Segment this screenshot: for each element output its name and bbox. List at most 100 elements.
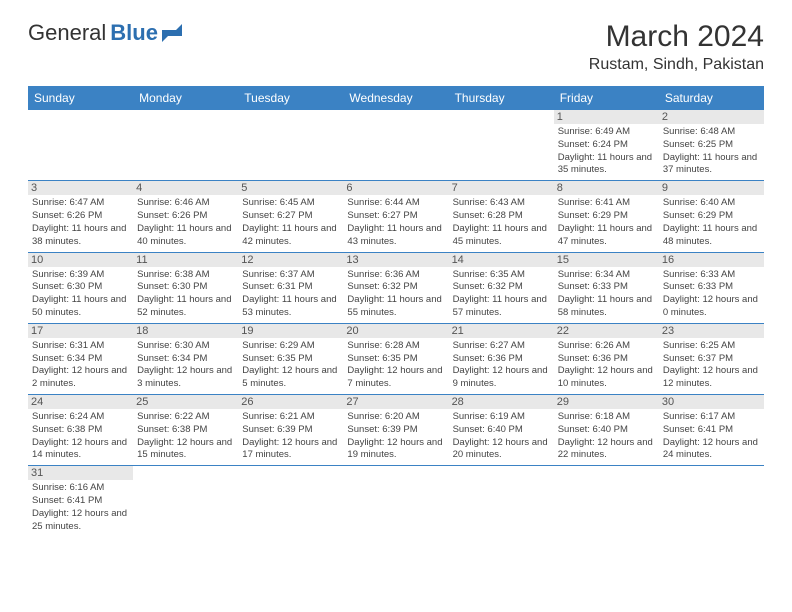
day-number: 28 <box>449 395 554 409</box>
daylight-line: Daylight: 12 hours and 12 minutes. <box>663 365 760 391</box>
sunrise-line: Sunrise: 6:19 AM <box>453 411 550 424</box>
calendar-cell: 29Sunrise: 6:18 AMSunset: 6:40 PMDayligh… <box>554 395 659 466</box>
sunset-line: Sunset: 6:34 PM <box>32 353 129 366</box>
calendar-body: 1Sunrise: 6:49 AMSunset: 6:24 PMDaylight… <box>28 110 764 537</box>
calendar-cell: 21 Sunrise: 6:27 AMSunset: 6:36 PMDayligh… <box>449 323 554 394</box>
day-number: 18 <box>133 324 238 338</box>
calendar-cell: 8Sunrise: 6:41 AMSunset: 6:29 PMDaylight… <box>554 181 659 252</box>
calendar-cell: 14 Sunrise: 6:35 AMSunset: 6:32 PMDayligh… <box>449 252 554 323</box>
day-number: 23 <box>659 324 764 338</box>
calendar-cell: 30Sunrise: 6:17 AMSunset: 6:41 PMDayligh… <box>659 395 764 466</box>
day-number: 21 <box>449 324 554 338</box>
daylight-line: Daylight: 11 hours and 57 minutes. <box>453 294 550 320</box>
daylight-line: Daylight: 12 hours and 20 minutes. <box>453 437 550 463</box>
sunset-line: Sunset: 6:33 PM <box>663 281 760 294</box>
day-number: 3 <box>28 181 133 195</box>
calendar-cell: 18Sunrise: 6:30 AMSunset: 6:34 PMDayligh… <box>133 323 238 394</box>
sunset-line: Sunset: 6:28 PM <box>453 210 550 223</box>
calendar-cell <box>449 110 554 181</box>
header: GeneralBlue March 2024 Rustam, Sindh, Pa… <box>28 20 764 74</box>
sunset-line: Sunset: 6:36 PM <box>453 353 550 366</box>
day-number: 14 <box>449 253 554 267</box>
sunset-line: Sunset: 6:27 PM <box>347 210 444 223</box>
weekday-header: Monday <box>133 86 238 110</box>
daylight-line: Daylight: 11 hours and 53 minutes. <box>242 294 339 320</box>
sunrise-line: Sunrise: 6:36 AM <box>347 269 444 282</box>
sunset-line: Sunset: 6:41 PM <box>32 495 129 508</box>
daylight-line: Daylight: 12 hours and 10 minutes. <box>558 365 655 391</box>
day-number: 22 <box>554 324 659 338</box>
sunrise-line: Sunrise: 6:43 AM <box>453 197 550 210</box>
logo-flag-icon <box>162 24 188 42</box>
weekday-header: Thursday <box>449 86 554 110</box>
sunrise-line: Sunrise: 6:44 AM <box>347 197 444 210</box>
calendar-row: 10Sunrise: 6:39 AMSunset: 6:30 PMDayligh… <box>28 252 764 323</box>
calendar-cell: 17Sunrise: 6:31 AMSunset: 6:34 PMDayligh… <box>28 323 133 394</box>
calendar-cell <box>133 466 238 537</box>
calendar-cell <box>554 466 659 537</box>
sunset-line: Sunset: 6:33 PM <box>558 281 655 294</box>
calendar-cell: 15Sunrise: 6:34 AMSunset: 6:33 PMDayligh… <box>554 252 659 323</box>
sunset-line: Sunset: 6:38 PM <box>137 424 234 437</box>
calendar-cell <box>238 110 343 181</box>
day-number: 27 <box>343 395 448 409</box>
calendar-cell: 23 Sunrise: 6:25 AMSunset: 6:37 PMDayligh… <box>659 323 764 394</box>
sunrise-line: Sunrise: 6:46 AM <box>137 197 234 210</box>
sunset-line: Sunset: 6:25 PM <box>663 139 760 152</box>
calendar-cell: 31Sunrise: 6:16 AMSunset: 6:41 PMDayligh… <box>28 466 133 537</box>
sunset-line: Sunset: 6:38 PM <box>32 424 129 437</box>
calendar-cell: 9Sunrise: 6:40 AMSunset: 6:29 PMDaylight… <box>659 181 764 252</box>
day-number: 20 <box>343 324 448 338</box>
daylight-line: Daylight: 12 hours and 7 minutes. <box>347 365 444 391</box>
calendar-cell: 5Sunrise: 6:45 AMSunset: 6:27 PMDaylight… <box>238 181 343 252</box>
sunrise-line: Sunrise: 6:37 AM <box>242 269 339 282</box>
sunrise-line: Sunrise: 6:39 AM <box>32 269 129 282</box>
sunset-line: Sunset: 6:35 PM <box>347 353 444 366</box>
sunrise-line: Sunrise: 6:33 AM <box>663 269 760 282</box>
sunset-line: Sunset: 6:36 PM <box>558 353 655 366</box>
daylight-line: Daylight: 11 hours and 48 minutes. <box>663 223 760 249</box>
day-number: 2 <box>659 110 764 124</box>
sunset-line: Sunset: 6:32 PM <box>347 281 444 294</box>
sunrise-line: Sunrise: 6:30 AM <box>137 340 234 353</box>
daylight-line: Daylight: 12 hours and 22 minutes. <box>558 437 655 463</box>
sunset-line: Sunset: 6:32 PM <box>453 281 550 294</box>
daylight-line: Daylight: 11 hours and 52 minutes. <box>137 294 234 320</box>
sunset-line: Sunset: 6:35 PM <box>242 353 339 366</box>
calendar-cell: 24Sunrise: 6:24 AMSunset: 6:38 PMDayligh… <box>28 395 133 466</box>
calendar-cell: 27Sunrise: 6:20 AMSunset: 6:39 PMDayligh… <box>343 395 448 466</box>
sunset-line: Sunset: 6:40 PM <box>453 424 550 437</box>
day-number: 19 <box>238 324 343 338</box>
sunset-line: Sunset: 6:40 PM <box>558 424 655 437</box>
daylight-line: Daylight: 11 hours and 47 minutes. <box>558 223 655 249</box>
sunset-line: Sunset: 6:24 PM <box>558 139 655 152</box>
sunset-line: Sunset: 6:41 PM <box>663 424 760 437</box>
daylight-line: Daylight: 12 hours and 5 minutes. <box>242 365 339 391</box>
month-title: March 2024 <box>589 20 764 54</box>
sunrise-line: Sunrise: 6:35 AM <box>453 269 550 282</box>
sunset-line: Sunset: 6:39 PM <box>347 424 444 437</box>
day-number: 4 <box>133 181 238 195</box>
calendar-cell: 22Sunrise: 6:26 AMSunset: 6:36 PMDayligh… <box>554 323 659 394</box>
sunrise-line: Sunrise: 6:22 AM <box>137 411 234 424</box>
day-number: 6 <box>343 181 448 195</box>
day-number: 12 <box>238 253 343 267</box>
sunrise-line: Sunrise: 6:34 AM <box>558 269 655 282</box>
daylight-line: Daylight: 12 hours and 9 minutes. <box>453 365 550 391</box>
calendar-cell: 25Sunrise: 6:22 AMSunset: 6:38 PMDayligh… <box>133 395 238 466</box>
calendar-row: 24Sunrise: 6:24 AMSunset: 6:38 PMDayligh… <box>28 395 764 466</box>
sunrise-line: Sunrise: 6:27 AM <box>453 340 550 353</box>
day-number: 11 <box>133 253 238 267</box>
calendar-cell <box>28 110 133 181</box>
sunrise-line: Sunrise: 6:31 AM <box>32 340 129 353</box>
calendar-cell: 26Sunrise: 6:21 AMSunset: 6:39 PMDayligh… <box>238 395 343 466</box>
daylight-line: Daylight: 12 hours and 2 minutes. <box>32 365 129 391</box>
sunrise-line: Sunrise: 6:25 AM <box>663 340 760 353</box>
sunset-line: Sunset: 6:26 PM <box>137 210 234 223</box>
sunset-line: Sunset: 6:37 PM <box>663 353 760 366</box>
sunrise-line: Sunrise: 6:20 AM <box>347 411 444 424</box>
location-text: Rustam, Sindh, Pakistan <box>589 56 764 74</box>
day-number: 5 <box>238 181 343 195</box>
sunrise-line: Sunrise: 6:40 AM <box>663 197 760 210</box>
calendar-cell <box>133 110 238 181</box>
